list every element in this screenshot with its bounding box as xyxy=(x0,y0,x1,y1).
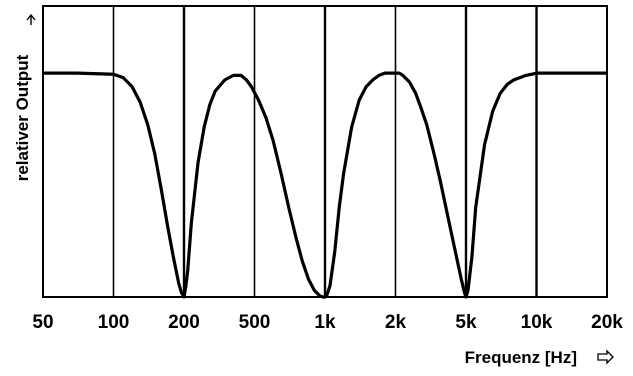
x-tick-label: 10k xyxy=(521,312,553,333)
x-tick-label: 50 xyxy=(32,312,53,333)
series-line-0 xyxy=(43,71,607,299)
vertical-gridlines xyxy=(112,6,538,297)
y-arrow-icon xyxy=(26,13,36,25)
y-axis-arrow xyxy=(26,13,36,25)
x-tick-label: 200 xyxy=(168,312,200,333)
x-tick-label: 100 xyxy=(98,312,130,333)
x-tick-labels: 50 100 200 500 1k 2k 5k 10k 20k xyxy=(32,312,623,333)
x-tick-label: 1k xyxy=(314,312,336,333)
x-tick-label: 20k xyxy=(591,312,623,333)
x-axis-title: Frequenz [Hz] xyxy=(465,348,577,367)
x-tick-label: 500 xyxy=(239,312,271,333)
y-axis-title: relativer Output xyxy=(13,54,32,181)
series-group xyxy=(43,71,607,299)
x-tick-label: 5k xyxy=(455,312,477,333)
x-axis-arrow xyxy=(597,349,614,365)
x-arrow-icon xyxy=(597,349,614,365)
x-tick-label: 2k xyxy=(385,312,407,333)
